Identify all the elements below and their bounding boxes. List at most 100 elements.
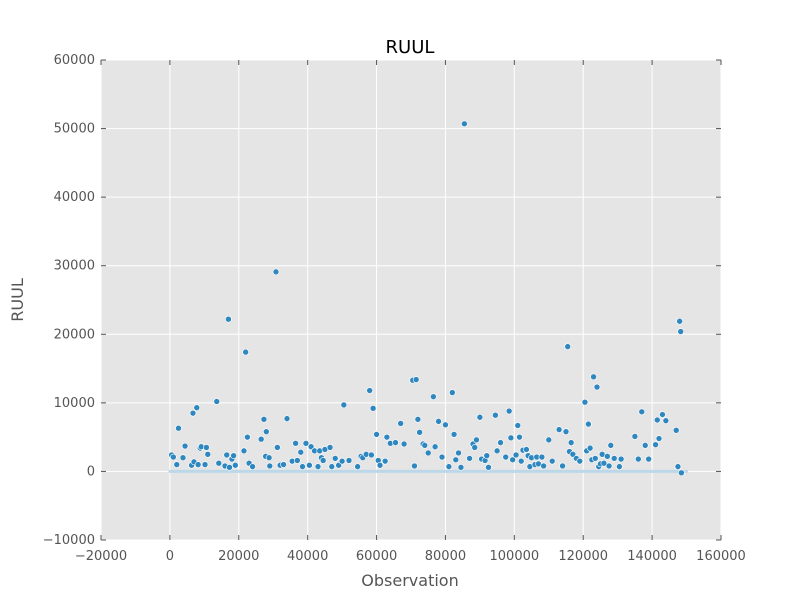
data-point	[540, 462, 547, 470]
data-point	[545, 436, 553, 444]
data-point	[617, 455, 625, 463]
data-point	[213, 398, 221, 405]
data-point	[232, 461, 239, 469]
y-tick-label: −10000	[43, 533, 95, 548]
data-point	[189, 409, 197, 417]
data-point	[438, 453, 446, 461]
data-point	[201, 461, 209, 468]
data-points	[168, 120, 685, 477]
data-point	[659, 411, 666, 418]
x-tick-label: 60000	[356, 549, 397, 564]
data-point	[340, 401, 348, 409]
data-point	[483, 452, 491, 459]
data-point	[677, 328, 685, 335]
data-point	[280, 461, 287, 468]
x-axis-title: Observation	[361, 571, 458, 590]
data-point	[631, 433, 639, 440]
data-point	[299, 463, 306, 470]
data-point	[226, 464, 233, 471]
data-point	[314, 463, 322, 470]
data-point	[204, 450, 212, 458]
data-point	[306, 461, 313, 469]
data-point	[354, 463, 361, 470]
y-tick-label: 0	[87, 464, 95, 479]
data-point	[509, 456, 516, 464]
data-point	[466, 455, 473, 462]
data-point	[381, 457, 389, 465]
data-point	[445, 463, 453, 470]
data-point	[502, 453, 510, 461]
data-point	[319, 457, 327, 464]
x-tick-label: 100000	[490, 549, 540, 564]
data-point	[383, 433, 391, 441]
y-tick-labels: −10000 0 10000 20000 30000 40000 50000 60000	[43, 53, 95, 548]
data-point	[179, 454, 187, 462]
data-point	[600, 459, 608, 467]
data-point	[471, 444, 479, 451]
data-point	[240, 447, 248, 455]
data-point	[581, 398, 589, 406]
data-point	[430, 393, 437, 400]
tick-marks	[100, 59, 722, 541]
data-point	[616, 463, 623, 470]
chart-title: RUUL	[386, 37, 435, 58]
data-point	[203, 444, 210, 451]
data-point	[523, 446, 530, 453]
data-point	[593, 383, 601, 391]
data-point	[450, 431, 458, 438]
y-tick-label: 30000	[54, 259, 95, 274]
data-point	[538, 453, 546, 461]
x-tick-label: −20000	[75, 549, 127, 564]
data-point	[257, 435, 265, 443]
data-point	[272, 268, 280, 276]
data-point	[223, 451, 231, 459]
x-tick-label: 80000	[425, 549, 466, 564]
data-point	[173, 461, 181, 468]
data-point	[194, 461, 202, 468]
data-point	[641, 442, 649, 449]
data-point	[215, 459, 223, 467]
data-point	[369, 405, 377, 412]
data-point	[452, 456, 460, 464]
data-point	[591, 455, 599, 462]
data-point	[265, 454, 273, 462]
y-axis-title: RUUL	[8, 278, 27, 322]
data-point	[414, 416, 422, 423]
data-point	[175, 424, 182, 432]
data-point	[181, 442, 189, 450]
data-point	[635, 455, 642, 463]
data-point	[567, 439, 575, 446]
data-point	[424, 449, 432, 457]
data-point	[559, 462, 566, 470]
data-point	[610, 455, 618, 462]
data-point	[607, 442, 615, 449]
data-point	[576, 457, 584, 465]
data-point	[338, 457, 346, 465]
data-point	[411, 462, 418, 470]
data-point	[461, 120, 468, 128]
data-point	[331, 455, 339, 462]
data-point	[302, 440, 310, 447]
data-point	[326, 444, 334, 451]
y-tick-label: 50000	[54, 122, 95, 137]
data-point	[294, 457, 301, 464]
x-tick-label: 160000	[696, 549, 746, 564]
data-point	[517, 457, 525, 465]
data-point	[292, 440, 299, 447]
data-point	[416, 429, 423, 436]
y-tick-label: 60000	[54, 53, 95, 68]
y-tick-label: 10000	[54, 396, 95, 411]
data-point	[678, 469, 685, 477]
data-point	[485, 464, 492, 471]
data-point	[473, 436, 480, 444]
data-point	[373, 431, 380, 438]
data-point	[457, 464, 465, 471]
data-point	[653, 416, 661, 424]
data-point	[564, 343, 572, 350]
data-point	[368, 451, 375, 459]
data-point	[514, 422, 522, 429]
data-point	[412, 376, 420, 383]
data-point	[225, 315, 232, 323]
data-point	[345, 457, 353, 464]
